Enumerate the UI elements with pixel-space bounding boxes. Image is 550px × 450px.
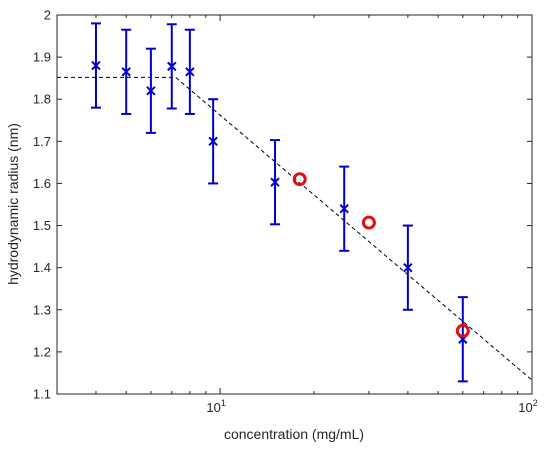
data-point-cross	[339, 204, 349, 214]
y-tick-label: 1.8	[33, 92, 51, 107]
x-tick-label: 102	[518, 398, 537, 415]
data-point-circle	[455, 323, 470, 338]
x-axis-label: concentration (mg/mL)	[224, 426, 364, 442]
plot-area	[57, 15, 532, 394]
fit-line-layer	[57, 76, 533, 381]
y-tick-label: 2	[44, 8, 51, 23]
data-point-cross	[403, 262, 413, 273]
data-point-cross	[208, 136, 218, 147]
plot-frame	[56, 14, 533, 395]
data-point-cross	[270, 177, 280, 187]
y-tick-label: 1.6	[33, 176, 51, 191]
y-tick-label: 1.5	[33, 218, 51, 233]
x-tick-label: 101	[206, 398, 225, 415]
data-point-circle	[361, 215, 376, 230]
data-point-cross	[185, 67, 195, 77]
data-point-cross	[146, 86, 156, 96]
data-point-circle	[292, 172, 307, 187]
marker-layer	[91, 60, 470, 344]
data-point-cross	[167, 61, 177, 72]
y-axis-label: hydrodynamic radius (nm)	[5, 123, 21, 285]
y-tick-label: 1.3	[33, 302, 51, 317]
y-tick-label: 1.1	[33, 387, 51, 402]
fit-line	[57, 76, 533, 381]
y-tick-label: 1.7	[33, 134, 51, 149]
tick-layer: 1.1 1.2 1.3 1.4 1.5 1.6 1.7 1.8 1.9 2 101 102	[33, 8, 538, 416]
data-point-cross	[91, 60, 101, 71]
y-tick-label: 1.4	[33, 260, 51, 275]
y-tick-label: 1.9	[33, 50, 51, 65]
y-tick-label: 1.2	[33, 344, 51, 359]
data-point-cross	[121, 67, 131, 77]
